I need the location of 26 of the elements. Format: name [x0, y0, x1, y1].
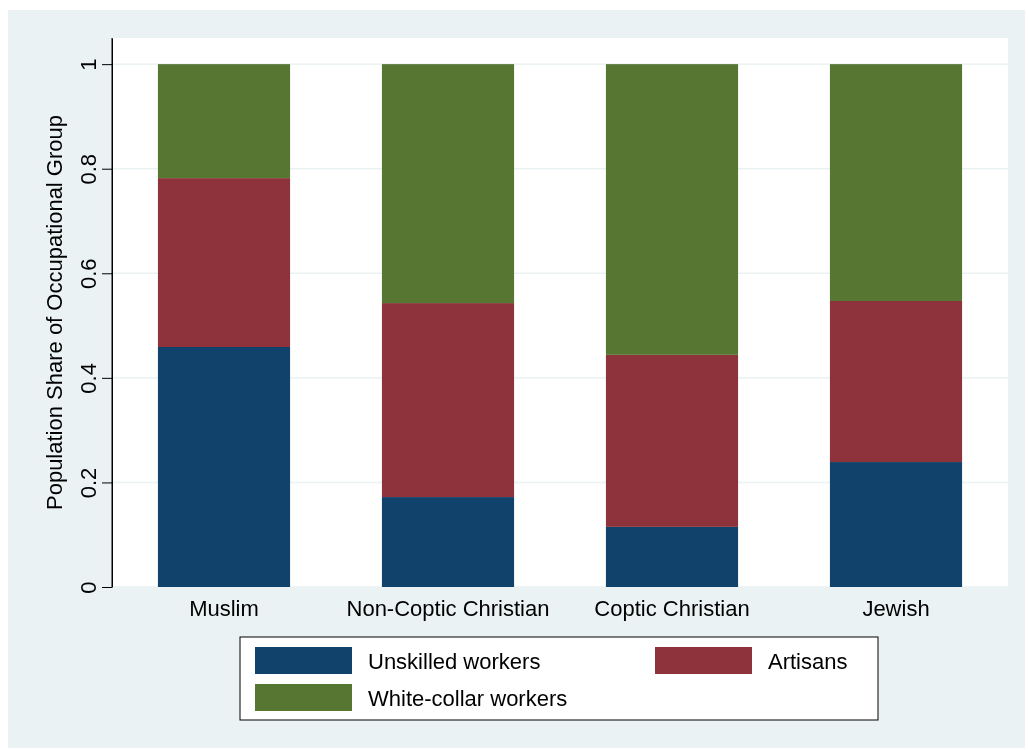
y-tick-label: 0.8 [76, 153, 101, 185]
y-tick-label: 0.4 [76, 363, 101, 394]
y-tick-label: 0.2 [76, 467, 101, 499]
x-tick-label: Non-Coptic Christian [346, 596, 550, 622]
bar [829, 64, 963, 301]
bar [157, 64, 291, 179]
y-tick-label: 0 [76, 581, 101, 594]
y-tick-label: 1 [76, 58, 101, 71]
bar [381, 497, 515, 587]
bar [157, 178, 291, 348]
y-tick-label: 0.6 [76, 258, 101, 290]
bar [605, 64, 739, 355]
bar [381, 303, 515, 498]
bar [381, 64, 515, 304]
bar [605, 354, 739, 527]
x-tick-label: Coptic Christian [594, 596, 750, 622]
bar [157, 347, 291, 587]
bar [605, 526, 739, 587]
bar [829, 462, 963, 587]
legend-label: White-collar workers [368, 686, 568, 711]
legend-label: Unskilled workers [368, 649, 541, 674]
x-tick-label: Jewish [862, 596, 930, 622]
x-tick-label: Muslim [189, 596, 259, 622]
bar [829, 301, 963, 463]
legend-label: Artisans [768, 649, 848, 674]
y-axis-title: Population Share of Occupational Group [42, 114, 67, 511]
